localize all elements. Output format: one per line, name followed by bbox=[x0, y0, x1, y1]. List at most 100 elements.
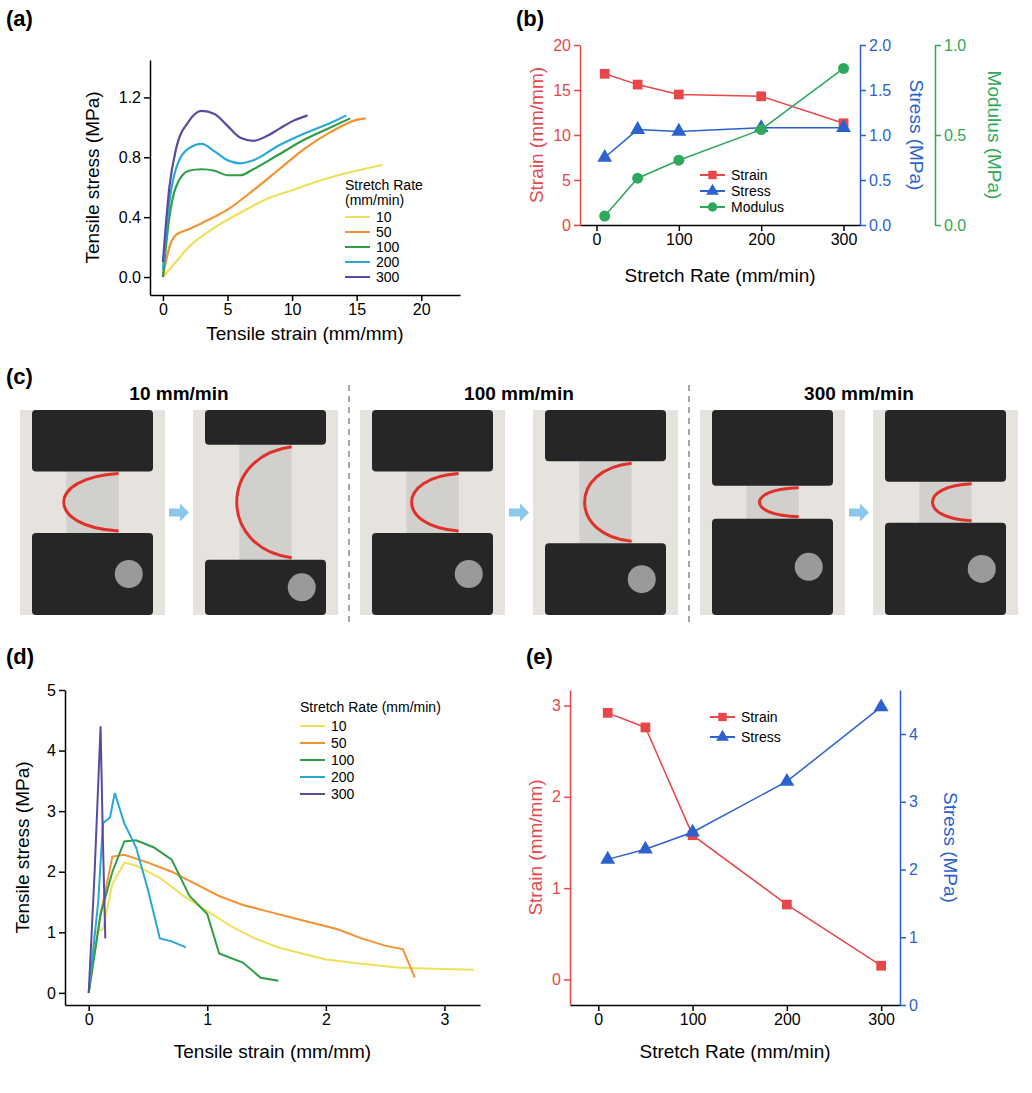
tick-label: 300 bbox=[868, 1011, 895, 1028]
divider bbox=[348, 385, 350, 625]
tick-label: 3 bbox=[47, 803, 56, 820]
tick-mark bbox=[444, 1005, 446, 1011]
divider bbox=[688, 385, 690, 625]
tick-mark bbox=[900, 802, 906, 804]
series-line bbox=[605, 74, 844, 124]
tick-label: 4 bbox=[909, 726, 918, 743]
tick: 1 bbox=[552, 880, 570, 897]
tick: 2 bbox=[322, 1005, 331, 1028]
specimen bbox=[579, 457, 631, 547]
tick-label: 2.0 bbox=[869, 37, 891, 54]
tick-label: 5 bbox=[224, 301, 233, 318]
y2-axis-title: Stress (MPa) bbox=[906, 80, 927, 191]
series-line bbox=[163, 115, 346, 269]
tick-label: 1 bbox=[203, 1011, 212, 1028]
lower-clamp bbox=[205, 560, 326, 615]
x-axis: 0100200300 bbox=[581, 225, 861, 248]
y3-axis-title: Modulus (MPa) bbox=[984, 71, 1005, 200]
legend: StrainStress bbox=[710, 709, 781, 745]
tick-mark bbox=[679, 225, 681, 231]
marker bbox=[597, 149, 612, 162]
x-axis: 05101520 bbox=[151, 295, 461, 318]
series-line bbox=[89, 726, 106, 993]
y-axis: 012345 bbox=[47, 682, 65, 1006]
axis-line bbox=[151, 295, 461, 297]
legend: StrainStressModulus bbox=[700, 167, 784, 215]
marker bbox=[779, 773, 794, 786]
tick: 0 bbox=[552, 971, 570, 988]
tick-label: 1.0 bbox=[944, 37, 966, 54]
upper-clamp bbox=[205, 410, 326, 445]
photo-caption: 300 mm/min bbox=[804, 383, 914, 404]
tick-mark bbox=[144, 97, 150, 99]
tick-mark bbox=[564, 888, 570, 890]
legend-label: 10 bbox=[376, 209, 392, 225]
legend-entry: 50 bbox=[300, 735, 347, 751]
tick: 4 bbox=[47, 742, 65, 759]
tick: 1 bbox=[203, 1005, 212, 1028]
legend-label: Strain bbox=[731, 167, 768, 183]
lower-clamp bbox=[545, 543, 666, 615]
tick: 20 bbox=[553, 37, 580, 54]
series-line bbox=[605, 68, 844, 216]
tick-mark bbox=[860, 90, 866, 92]
photo bbox=[700, 410, 845, 615]
legend-label: 50 bbox=[331, 735, 347, 751]
axis-line bbox=[65, 691, 67, 1006]
tick-label: 100 bbox=[666, 231, 693, 248]
marker bbox=[633, 80, 643, 90]
photo-background bbox=[700, 410, 845, 615]
marker bbox=[600, 851, 615, 864]
lower-clamp bbox=[372, 533, 493, 615]
tick-label: 300 bbox=[831, 231, 858, 248]
tick-label: 1 bbox=[909, 929, 918, 946]
legend-entry: 50 bbox=[345, 224, 392, 240]
tick-label: 20 bbox=[413, 301, 431, 318]
marker bbox=[685, 824, 700, 837]
tick-mark bbox=[574, 135, 580, 137]
tick-label: 200 bbox=[748, 231, 775, 248]
tick-label: 0 bbox=[909, 997, 918, 1014]
series-line bbox=[89, 855, 415, 993]
tick-label: 2 bbox=[322, 1011, 331, 1028]
tick-mark bbox=[761, 225, 763, 231]
tick-label: 15 bbox=[553, 82, 571, 99]
tick-mark bbox=[59, 690, 65, 692]
tick: 5 bbox=[47, 682, 65, 699]
tick-label: 0.5 bbox=[869, 172, 891, 189]
tick-mark bbox=[564, 979, 570, 981]
tick-label: 2 bbox=[552, 788, 561, 805]
tick-label: 0 bbox=[159, 301, 168, 318]
legend-swatch bbox=[345, 246, 370, 248]
marker-curve bbox=[759, 488, 798, 517]
tick-mark bbox=[692, 1005, 694, 1011]
axis-line bbox=[581, 225, 861, 227]
legend-entry: Modulus bbox=[700, 199, 784, 215]
marker bbox=[638, 841, 653, 854]
legend-label: Stress bbox=[731, 183, 771, 199]
legend-title: Stretch Rate (mm/min) bbox=[300, 699, 441, 715]
legend-entry: 200 bbox=[300, 769, 355, 785]
clamp-knob bbox=[795, 553, 823, 581]
tick: 0 bbox=[85, 1005, 94, 1028]
clamp-knob bbox=[455, 560, 483, 588]
tick-mark bbox=[292, 295, 294, 301]
tick: 0.0 bbox=[119, 269, 150, 286]
panel-label: (a) bbox=[6, 6, 33, 31]
tick-mark bbox=[88, 1005, 90, 1011]
tick-mark bbox=[574, 90, 580, 92]
legend-swatch bbox=[345, 231, 370, 233]
tick-mark bbox=[935, 225, 941, 227]
tick: 2 bbox=[552, 788, 570, 805]
axis-line bbox=[150, 61, 152, 296]
marker bbox=[671, 123, 686, 136]
legend: Stretch Rate (mm/min)1050100200300 bbox=[300, 699, 441, 802]
x-axis-title: Stretch Rate (mm/min) bbox=[639, 1041, 830, 1062]
x-axis: 0123 bbox=[66, 1005, 481, 1028]
tick-label: 0.0 bbox=[944, 217, 966, 234]
legend-label: Modulus bbox=[731, 199, 784, 215]
y-axis: 05101520 bbox=[553, 37, 580, 234]
clamp-knob bbox=[628, 565, 656, 593]
y-axis: 0123 bbox=[552, 691, 570, 1006]
tick-mark bbox=[59, 750, 65, 752]
